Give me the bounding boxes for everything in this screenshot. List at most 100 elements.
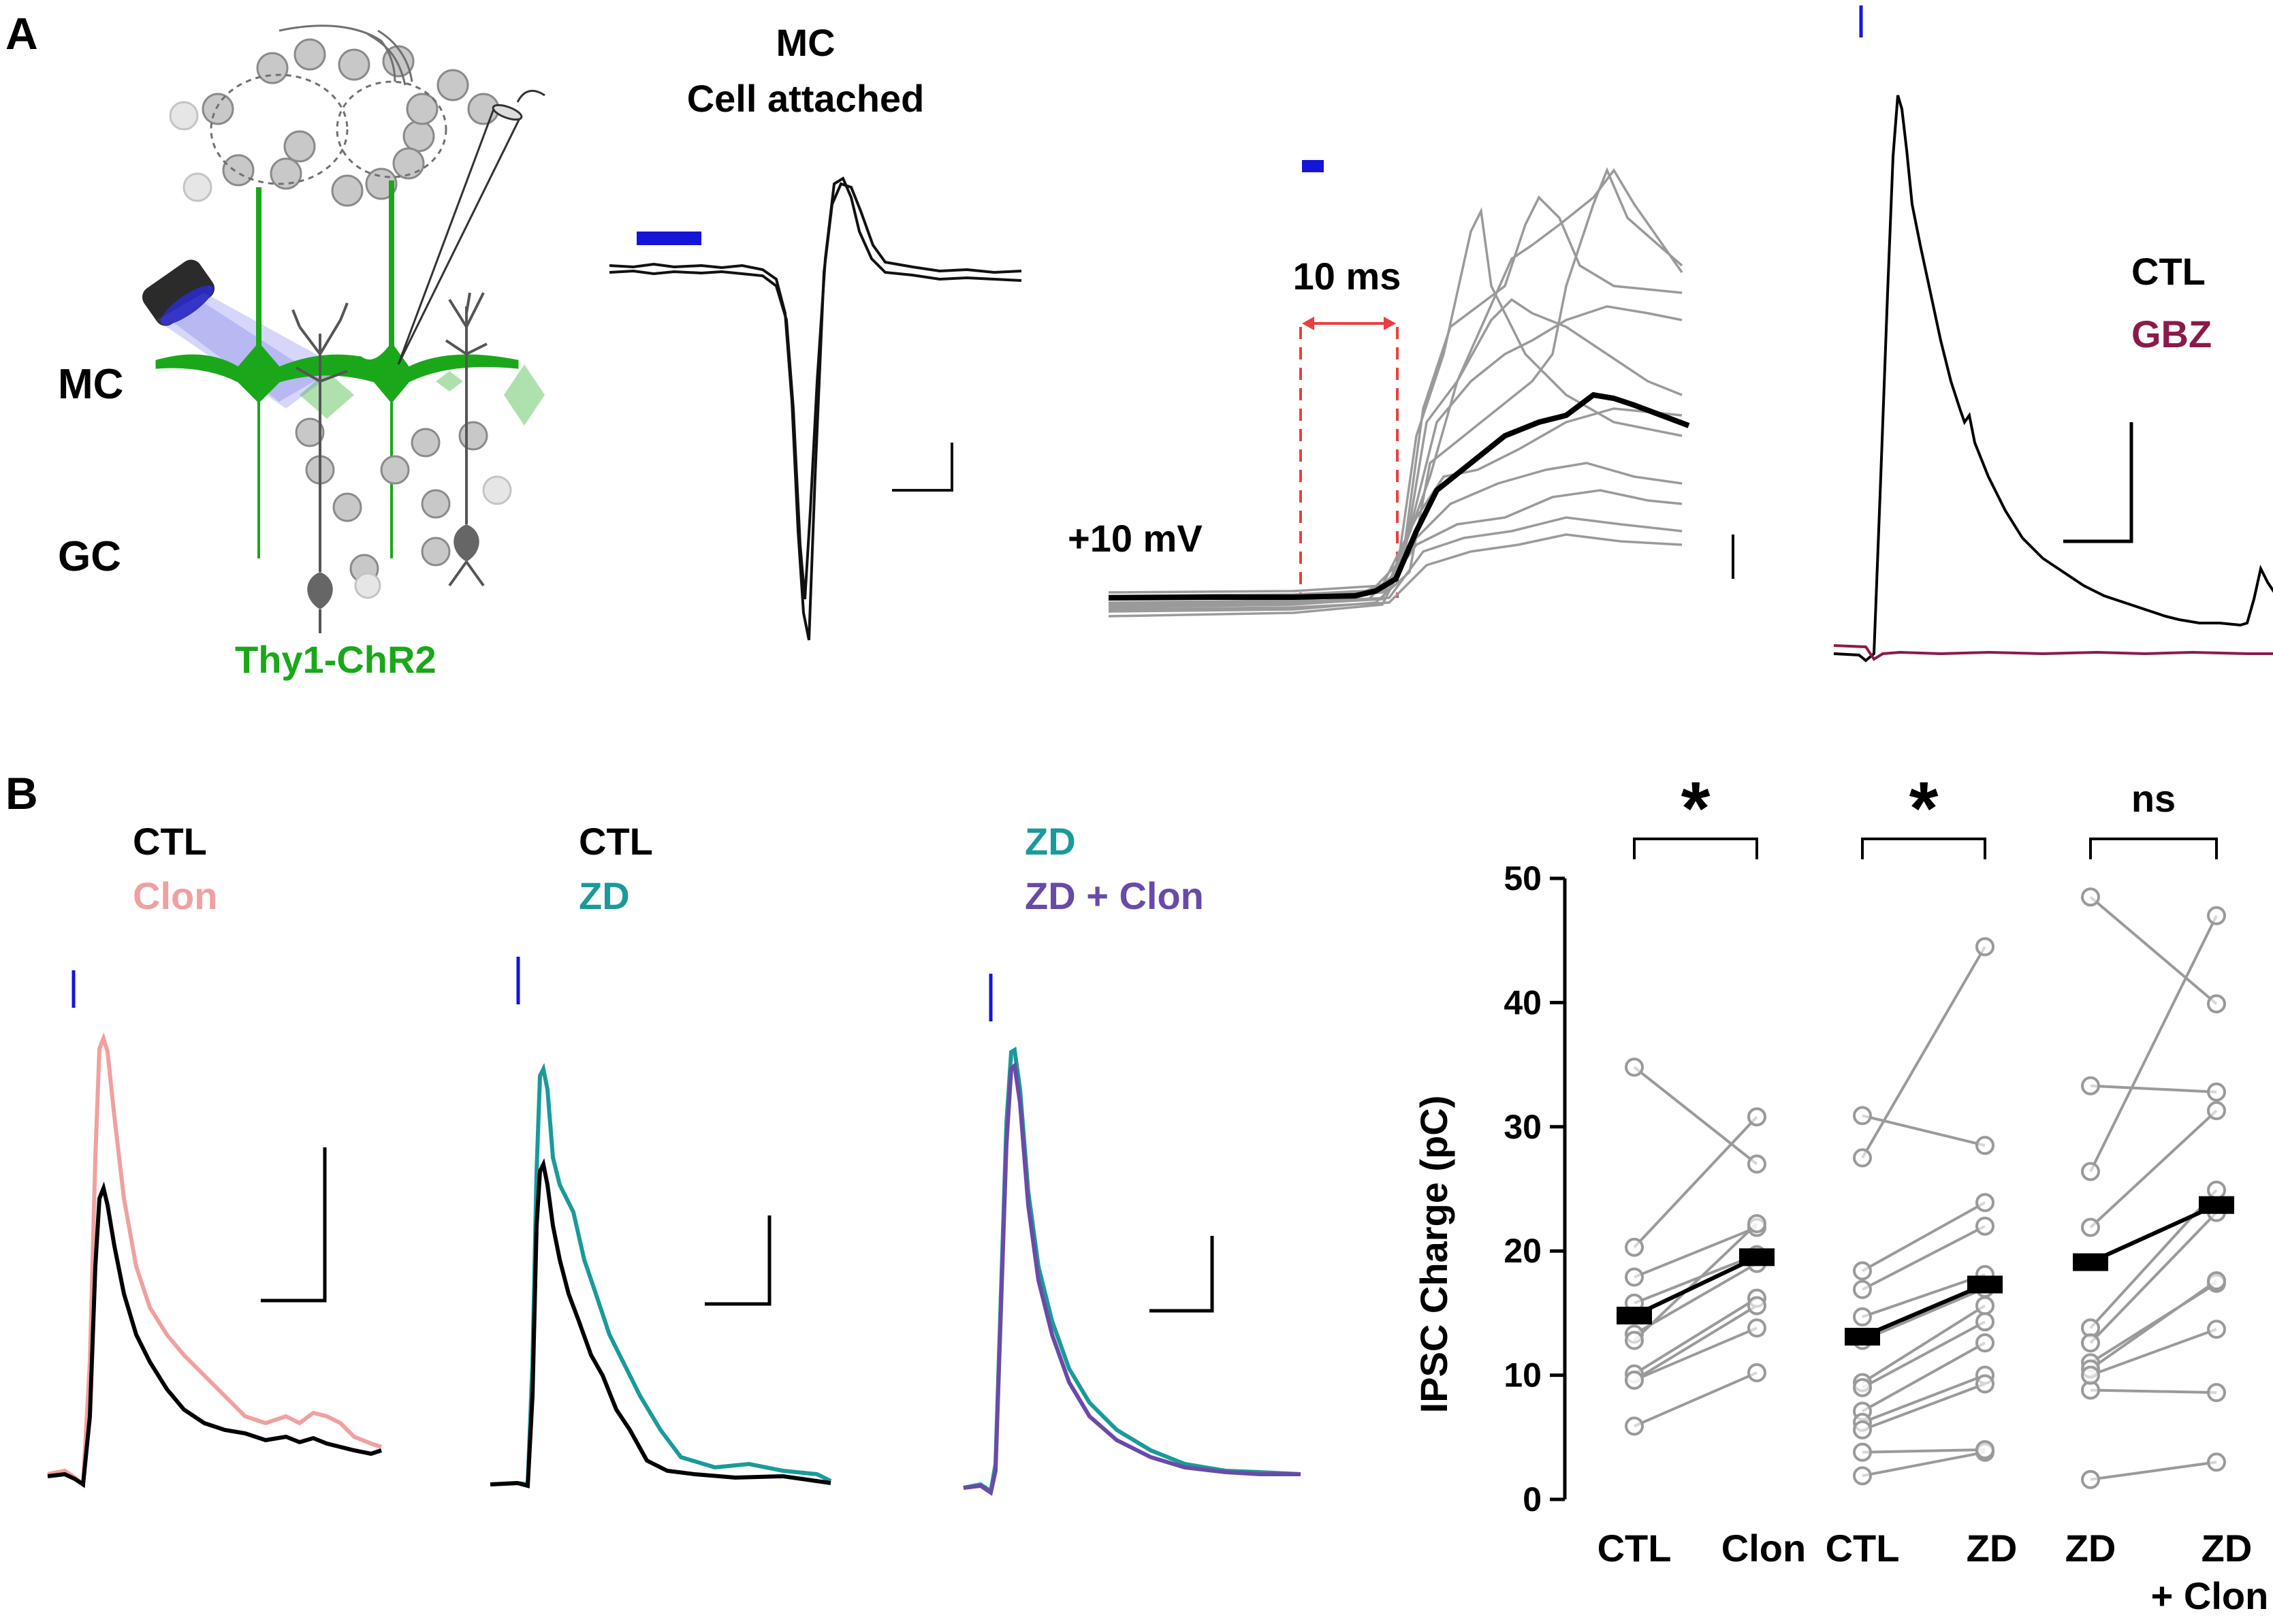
mean-line-0 [1633, 1255, 1758, 1318]
point-1-7-a [1853, 1378, 1872, 1397]
pair-line-2-9 [2090, 1461, 2217, 1481]
spike-trace-1 [609, 176, 1022, 600]
point-2-1-b [2207, 1082, 2226, 1102]
panel-a-label: A [5, 8, 38, 59]
legend-b2-line2: ZD [579, 874, 630, 917]
point-0-8-a [1625, 1370, 1644, 1390]
point-1-3-b [1975, 1216, 1994, 1236]
pair-line-1-2 [1862, 1201, 1986, 1273]
significance-bracket-0 [1633, 838, 1758, 859]
legend-gbz: GBZ [2131, 313, 2212, 355]
significance-bracket-1 [1861, 838, 1986, 859]
pair-line-2-3 [2089, 1109, 2218, 1229]
clon-trace-b1 [47, 1032, 382, 1489]
pair-line-2-2 [2089, 914, 2218, 1173]
point-1-1-b [1975, 937, 1994, 957]
point-1-2-a [1853, 1261, 1872, 1281]
y-tick-label-30: 30 [1504, 1108, 1542, 1146]
point-1-11-a [1853, 1466, 1872, 1486]
thy1-chr2-label: Thy1-ChR2 [235, 638, 436, 681]
pair-line-1-7 [1862, 1320, 1986, 1389]
point-1-10-b [1975, 1374, 1994, 1394]
point-1-6-b [1975, 1296, 1994, 1316]
pair-line-2-0 [2089, 895, 2218, 1005]
point-2-3-a [2081, 1217, 2100, 1237]
point-1-7-b [1975, 1312, 1994, 1332]
mc-label: MC [58, 361, 123, 408]
legend-b1-line1: CTL [133, 820, 207, 863]
trace-panel-zd-zdclon: ZD ZD + Clon [963, 820, 1301, 1496]
scale-bar-b2 [705, 1215, 772, 1306]
significance-label-1: * [1909, 767, 1939, 850]
pair-line-1-12 [1862, 1448, 1986, 1454]
mean-line-1 [1861, 1282, 1986, 1339]
point-2-0-b [2207, 994, 2226, 1014]
point-2-2-b [2207, 906, 2226, 925]
ipsc-gbz-trace [1833, 644, 2273, 661]
significance-bracket-2 [2089, 838, 2218, 859]
pair-line-0-3 [1634, 1253, 1758, 1305]
zdclon-trace-b3 [963, 1061, 1301, 1496]
point-0-1-b [1747, 1107, 1766, 1127]
ipsc-ctl-trace [1833, 95, 2273, 663]
pair-line-0-6 [1633, 1296, 1758, 1375]
point-2-7-b [2207, 1271, 2226, 1290]
mean-marker-2-b [2199, 1196, 2234, 1214]
point-2-4-b [2207, 1180, 2226, 1200]
point-1-0-b [1975, 1136, 1994, 1156]
pair-line-1-1 [1861, 946, 1986, 1159]
y-tick-label-10: 10 [1504, 1356, 1542, 1395]
pair-line-1-8 [1862, 1341, 1986, 1413]
pair-line-0-5 [1633, 1222, 1758, 1341]
ipsc-gbz-panel: CTL GBZ [1833, 5, 2273, 663]
pair-line-1-11 [1862, 1450, 1986, 1478]
zd-trace-b3 [963, 1047, 1301, 1495]
light-stimulus-bar [637, 232, 701, 245]
cell-attached-title-2: Cell attached [687, 77, 925, 120]
point-0-0-a [1625, 1057, 1644, 1077]
point-1-8-b [1975, 1333, 1994, 1353]
interval-label: 10 ms [1293, 255, 1401, 298]
y-tick-label-0: 0 [1523, 1480, 1542, 1518]
point-1-3-a [1853, 1279, 1872, 1299]
trace-panel-ctl-zd: CTL ZD [490, 820, 832, 1488]
point-2-8-b [2207, 1383, 2226, 1403]
ctl-trace-b2 [490, 1158, 831, 1488]
cell-attached-title-1: MC [776, 21, 835, 64]
x-label-0-a: CTL [1598, 1527, 1672, 1570]
light-stimulus-bar-2 [1302, 160, 1324, 172]
pair-line-0-1 [1633, 1115, 1758, 1249]
legend-b1-line2: Clon [133, 874, 217, 917]
point-1-10-a [1853, 1420, 1872, 1439]
point-0-2-a [1625, 1267, 1644, 1287]
scale-bar-gbz [2063, 422, 2133, 543]
point-1-12-b [1975, 1440, 1994, 1460]
point-0-9-b [1747, 1363, 1766, 1382]
panel-b-label: B [5, 768, 38, 818]
point-2-0-a [2081, 887, 2100, 907]
trace-panel-ctl-clon: CTL Clon [47, 820, 382, 1489]
point-2-10-a [2081, 1365, 2100, 1385]
scale-bar-b3 [1149, 1236, 1214, 1313]
x-label-1-a: CTL [1826, 1527, 1900, 1570]
mean-marker-1-b [1967, 1275, 2003, 1294]
x-label-1-b: ZD [1967, 1527, 2018, 1570]
pair-line-0-2 [1634, 1226, 1758, 1279]
pair-line-1-4 [1862, 1273, 1986, 1318]
cell-attached-trace-panel: MC Cell attached [609, 21, 1022, 641]
zd-trace-b2 [490, 1062, 832, 1487]
group-0: * [1617, 767, 1775, 1436]
pair-line-0-8 [1633, 1304, 1758, 1382]
spike-trace-2 [609, 182, 1022, 641]
pair-line-1-0 [1862, 1114, 1986, 1147]
pair-line-0-9 [1634, 1371, 1758, 1428]
x-label-2-a: ZD [2065, 1527, 2116, 1570]
point-0-5-a [1625, 1331, 1644, 1350]
legend-b2-line1: CTL [579, 820, 653, 863]
pair-line-2-10 [2090, 1328, 2217, 1377]
y-tick-label-40: 40 [1504, 983, 1542, 1021]
point-0-7-b [1747, 1318, 1766, 1338]
pair-line-1-9 [1862, 1373, 1986, 1424]
holding-potential-label: +10 mV [1068, 517, 1203, 560]
point-1-12-a [1853, 1442, 1872, 1462]
